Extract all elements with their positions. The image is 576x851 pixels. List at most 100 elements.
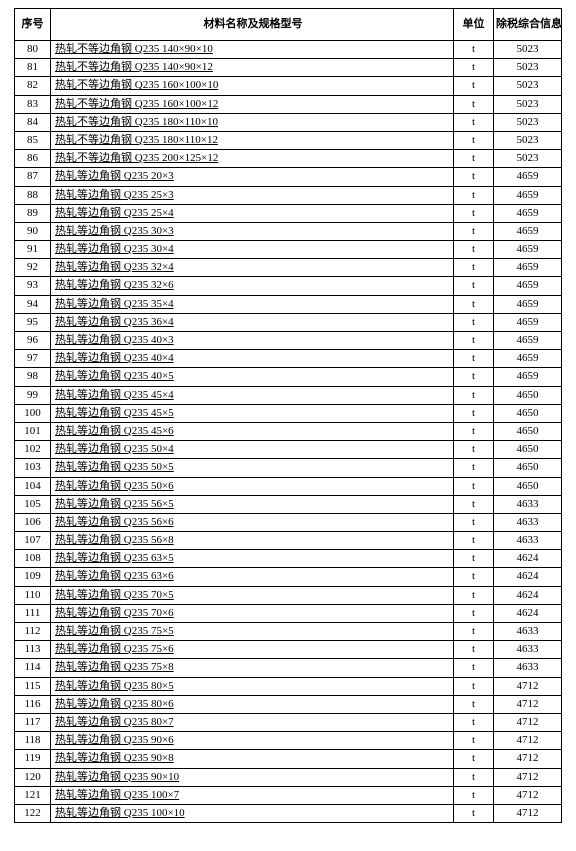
cell-unit: t [454,59,494,77]
cell-unit: t [454,350,494,368]
cell-seq: 98 [15,368,51,386]
cell-name: 热轧等边角钢 Q235 56×6 [51,513,454,531]
cell-name: 热轧等边角钢 Q235 45×6 [51,422,454,440]
cell-seq: 105 [15,495,51,513]
cell-price: 5023 [494,41,562,59]
cell-unit: t [454,113,494,131]
cell-price: 4650 [494,477,562,495]
cell-name: 热轧等边角钢 Q235 35×4 [51,295,454,313]
cell-seq: 83 [15,95,51,113]
table-row: 83热轧不等边角钢 Q235 160×100×12t5023 [15,95,562,113]
materials-price-table: 序号 材料名称及规格型号 单位 除税综合信息价 80热轧不等边角钢 Q235 1… [14,8,562,823]
table-body: 80热轧不等边角钢 Q235 140×90×10t502381热轧不等边角钢 Q… [15,41,562,823]
cell-seq: 119 [15,750,51,768]
cell-unit: t [454,713,494,731]
table-row: 101热轧等边角钢 Q235 45×6t4650 [15,422,562,440]
cell-name: 热轧等边角钢 Q235 63×5 [51,550,454,568]
cell-unit: t [454,131,494,149]
table-row: 108热轧等边角钢 Q235 63×5t4624 [15,550,562,568]
cell-unit: t [454,95,494,113]
cell-unit: t [454,786,494,804]
cell-unit: t [454,277,494,295]
cell-price: 4712 [494,695,562,713]
cell-name: 热轧不等边角钢 Q235 200×125×12 [51,150,454,168]
cell-price: 4712 [494,750,562,768]
cell-unit: t [454,386,494,404]
cell-unit: t [454,204,494,222]
cell-price: 4712 [494,804,562,822]
cell-price: 4659 [494,332,562,350]
table-row: 115热轧等边角钢 Q235 80×5t4712 [15,677,562,695]
cell-seq: 111 [15,604,51,622]
header-price: 除税综合信息价 [494,9,562,41]
cell-price: 4650 [494,459,562,477]
table-row: 94热轧等边角钢 Q235 35×4t4659 [15,295,562,313]
cell-name: 热轧等边角钢 Q235 75×5 [51,623,454,641]
cell-seq: 112 [15,623,51,641]
table-row: 118热轧等边角钢 Q235 90×6t4712 [15,732,562,750]
table-row: 91热轧等边角钢 Q235 30×4t4659 [15,241,562,259]
table-row: 120热轧等边角钢 Q235 90×10t4712 [15,768,562,786]
cell-seq: 82 [15,77,51,95]
cell-unit: t [454,41,494,59]
cell-name: 热轧等边角钢 Q235 90×6 [51,732,454,750]
cell-name: 热轧等边角钢 Q235 90×8 [51,750,454,768]
cell-unit: t [454,368,494,386]
cell-unit: t [454,568,494,586]
cell-price: 4659 [494,313,562,331]
cell-price: 4659 [494,204,562,222]
cell-name: 热轧等边角钢 Q235 50×5 [51,459,454,477]
cell-price: 4712 [494,732,562,750]
cell-name: 热轧等边角钢 Q235 63×6 [51,568,454,586]
cell-unit: t [454,604,494,622]
table-row: 84热轧不等边角钢 Q235 180×110×10t5023 [15,113,562,131]
header-unit: 单位 [454,9,494,41]
cell-unit: t [454,677,494,695]
cell-seq: 93 [15,277,51,295]
table-row: 96热轧等边角钢 Q235 40×3t4659 [15,332,562,350]
cell-unit: t [454,332,494,350]
cell-name: 热轧等边角钢 Q235 70×6 [51,604,454,622]
cell-name: 热轧等边角钢 Q235 40×5 [51,368,454,386]
cell-name: 热轧等边角钢 Q235 30×3 [51,222,454,240]
table-row: 121热轧等边角钢 Q235 100×7t4712 [15,786,562,804]
cell-price: 4712 [494,768,562,786]
cell-price: 4659 [494,222,562,240]
cell-price: 4659 [494,168,562,186]
cell-price: 4659 [494,259,562,277]
table-row: 98热轧等边角钢 Q235 40×5t4659 [15,368,562,386]
cell-seq: 118 [15,732,51,750]
cell-seq: 97 [15,350,51,368]
cell-price: 4659 [494,350,562,368]
table-row: 109热轧等边角钢 Q235 63×6t4624 [15,568,562,586]
cell-seq: 102 [15,441,51,459]
cell-price: 5023 [494,77,562,95]
cell-name: 热轧不等边角钢 Q235 160×100×10 [51,77,454,95]
cell-name: 热轧等边角钢 Q235 45×5 [51,404,454,422]
cell-unit: t [454,186,494,204]
cell-unit: t [454,150,494,168]
cell-seq: 114 [15,659,51,677]
cell-unit: t [454,477,494,495]
cell-seq: 92 [15,259,51,277]
cell-seq: 106 [15,513,51,531]
table-row: 105热轧等边角钢 Q235 56×5t4633 [15,495,562,513]
cell-name: 热轧等边角钢 Q235 40×3 [51,332,454,350]
cell-name: 热轧等边角钢 Q235 75×6 [51,641,454,659]
cell-unit: t [454,623,494,641]
cell-price: 4712 [494,786,562,804]
cell-name: 热轧不等边角钢 Q235 140×90×10 [51,41,454,59]
cell-seq: 120 [15,768,51,786]
cell-seq: 121 [15,786,51,804]
cell-name: 热轧等边角钢 Q235 80×6 [51,695,454,713]
cell-name: 热轧不等边角钢 Q235 140×90×12 [51,59,454,77]
cell-unit: t [454,241,494,259]
cell-price: 4633 [494,513,562,531]
cell-price: 4624 [494,550,562,568]
table-row: 90热轧等边角钢 Q235 30×3t4659 [15,222,562,240]
cell-price: 4659 [494,241,562,259]
cell-seq: 100 [15,404,51,422]
cell-name: 热轧等边角钢 Q235 32×6 [51,277,454,295]
table-row: 103热轧等边角钢 Q235 50×5t4650 [15,459,562,477]
table-row: 100热轧等边角钢 Q235 45×5t4650 [15,404,562,422]
